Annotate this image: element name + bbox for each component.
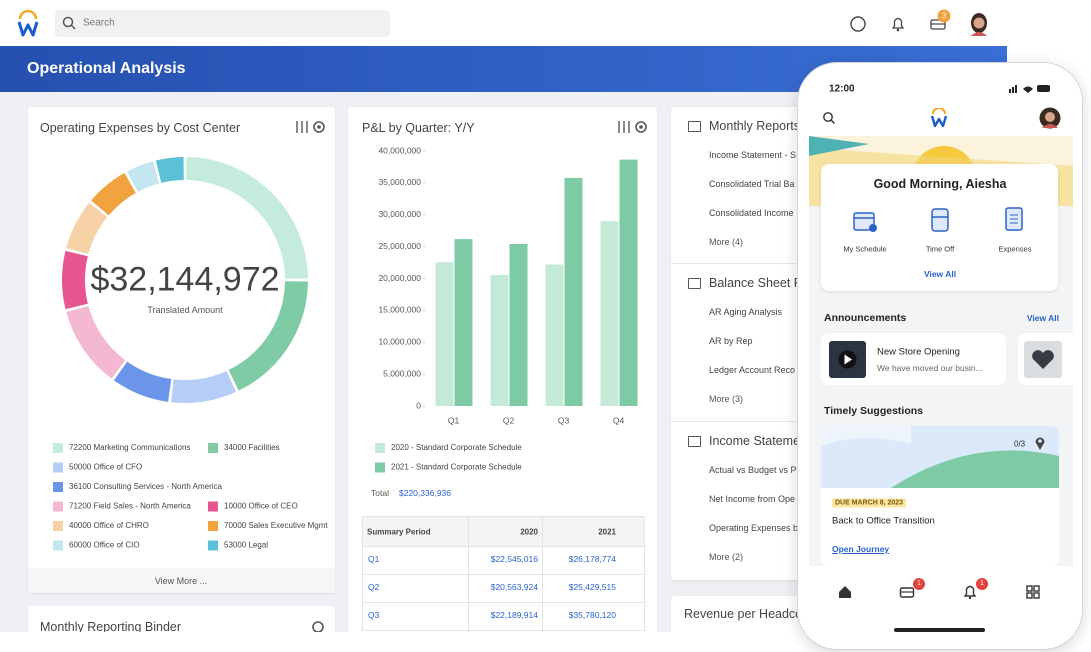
view-all-link[interactable]: View All [923, 269, 957, 279]
chat-icon[interactable] [848, 14, 868, 34]
search-icon[interactable] [822, 111, 836, 125]
suggestion-illustration [821, 426, 1059, 488]
avatar[interactable] [968, 12, 990, 36]
pin-icon [1035, 437, 1045, 450]
table-column-rule [468, 516, 469, 632]
suggestion-card[interactable] [821, 426, 1059, 566]
card-footer [28, 568, 335, 593]
table-row [362, 547, 645, 575]
more-link[interactable]: More (2) [709, 552, 744, 562]
donut-total-label: Translated Amount [147, 305, 223, 315]
report-item[interactable]: Consolidated Trial Ba [709, 179, 795, 189]
table-cell[interactable]: Q1 [368, 554, 380, 564]
total-label: Total [371, 488, 389, 498]
bell-icon[interactable] [888, 14, 908, 34]
table-cell: $25,429,515 [568, 582, 616, 592]
video-thumbnail [829, 341, 866, 378]
progress: 0/3 [1014, 439, 1026, 449]
search-placeholder: Search [83, 17, 115, 29]
section-title: Balance Sheet R [709, 276, 803, 290]
table-cell: $22,545,016 [490, 554, 538, 564]
card-title: Monthly Reporting Binder [40, 620, 182, 632]
settings-icon[interactable] [311, 620, 325, 632]
phone: 12:00 Good Morning, Aiesha My Schedule T… [797, 62, 1083, 650]
report-item[interactable]: Consolidated Income [709, 208, 794, 218]
donut-total: $32,144,972 [90, 260, 280, 299]
greeting: Good Morning, Aiesha [873, 177, 1007, 191]
report-icon [688, 436, 701, 447]
more-link[interactable]: More (4) [709, 237, 744, 247]
due-badge: DUE MARCH 8, 2023 [832, 498, 907, 508]
search-icon [62, 16, 76, 30]
report-item[interactable]: AR Aging Analysis [709, 307, 783, 317]
phone-screen: 12:00 Good Morning, Aiesha My Schedule T… [809, 71, 1073, 643]
report-item[interactable]: AR by Rep [709, 336, 753, 346]
status-time: 12:00 [829, 83, 855, 95]
table-header-cell: 2021 [598, 527, 616, 537]
table-cell: $35,780,120 [568, 610, 616, 620]
section-title: Announcements [824, 312, 907, 324]
report-item[interactable]: Operating Expenses b [709, 523, 799, 533]
avatar[interactable] [1039, 107, 1061, 129]
bell-icon[interactable] [962, 584, 978, 600]
view-all-link[interactable]: View All [1026, 313, 1059, 323]
table-row [362, 603, 645, 631]
logo [930, 108, 948, 128]
binder-card [28, 606, 335, 632]
report-item[interactable]: Ledger Account Reco [709, 365, 796, 375]
section-title: Monthly Reports [709, 119, 801, 133]
card-title: Revenue per Headco [684, 607, 803, 621]
more-link[interactable]: More (3) [709, 394, 744, 404]
notification-badge: 3 [937, 9, 951, 23]
suggestion-name: Back to Office Transition [832, 515, 935, 527]
section-title: Income Stateme [709, 434, 801, 448]
report-icon [688, 121, 701, 132]
open-journey-link[interactable]: Open Journey [832, 544, 890, 554]
home-indicator [894, 628, 985, 632]
announcement-text: We have moved our busin... [877, 363, 983, 373]
total-value: $220,336,936 [399, 488, 451, 498]
table-header-cell: 2020 [520, 527, 538, 537]
announcement-image [1024, 341, 1062, 378]
report-item[interactable]: Actual vs Budget vs P [709, 465, 797, 475]
table-cell: $26,178,774 [568, 554, 616, 564]
time-off-icon[interactable] [926, 205, 954, 235]
card-title: Operating Expenses by Cost Center [40, 121, 241, 135]
apps-icon[interactable] [1025, 584, 1041, 600]
card-title: P&L by Quarter: Y/Y [362, 121, 475, 135]
schedule-icon[interactable] [851, 207, 879, 235]
view-more[interactable]: View More ... [154, 576, 208, 586]
section-title: Timely Suggestions [824, 405, 923, 417]
table-cell[interactable]: Q2 [368, 582, 380, 592]
table-cell: $22,189,914 [490, 610, 538, 620]
card-tools[interactable] [294, 119, 328, 135]
status-icons [1009, 85, 1050, 93]
phone-top [809, 71, 1073, 136]
page-title: Operational Analysis [27, 60, 186, 77]
card-tools[interactable] [616, 119, 650, 135]
nav-badge: 1 [976, 578, 988, 590]
home-icon[interactable] [837, 584, 853, 600]
table-column-rule [542, 516, 543, 632]
table-header [362, 516, 645, 547]
logo[interactable] [16, 10, 40, 38]
inbox-icon[interactable] [899, 584, 915, 600]
expenses-card [28, 107, 335, 593]
expenses-icon[interactable] [1001, 205, 1029, 235]
table-cell[interactable]: Q3 [368, 610, 380, 620]
table-row [362, 575, 645, 603]
search-box[interactable] [55, 10, 390, 37]
report-item[interactable]: Income Statement - S [709, 150, 797, 160]
quick-action[interactable]: My Schedule [843, 244, 887, 254]
quick-action[interactable]: Time Off [925, 244, 955, 254]
announcement-title: New Store Opening [877, 346, 960, 358]
nav-badge: 1 [913, 578, 925, 590]
report-icon [688, 278, 701, 289]
table-header-cell: Summary Period [367, 527, 431, 537]
table-cell: $20,563,924 [490, 582, 538, 592]
report-item[interactable]: Net Income from Ope [709, 494, 796, 504]
quick-action[interactable]: Expenses [998, 244, 1032, 254]
